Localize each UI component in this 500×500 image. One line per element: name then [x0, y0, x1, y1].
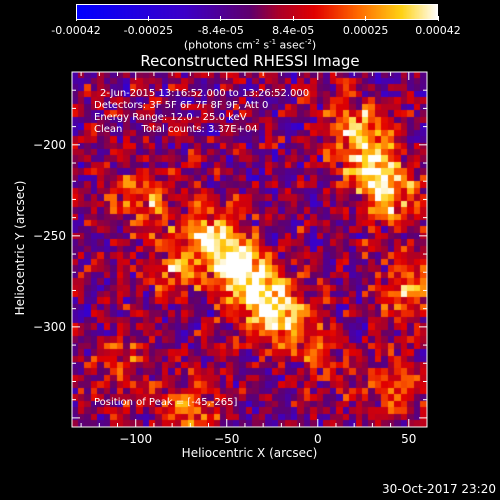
- colorbar-tick-label: -8.4e-05: [197, 24, 244, 37]
- colorbar-tick-label: -0.00025: [123, 24, 174, 37]
- x-tick-label: −50: [214, 432, 239, 446]
- heatmap-image: [72, 72, 427, 427]
- colorbar-tick-mark: [437, 16, 439, 21]
- y-tick-label: −250: [33, 229, 66, 243]
- colorbar-tick-label: 8.4e-05: [272, 24, 315, 37]
- colorbar: [76, 4, 438, 20]
- info-detectors: Detectors: 3F 5F 6F 7F 8F 9F, Att 0: [94, 100, 269, 111]
- colorbar-border: [76, 4, 438, 20]
- colorbar-tick-label: 0.00042: [415, 24, 461, 37]
- x-tick-label: −100: [119, 432, 152, 446]
- colorbar-tick-mark: [75, 16, 77, 21]
- plot-frame: [71, 71, 428, 428]
- colorbar-tick-label: -0.00042: [51, 24, 101, 37]
- colorbar-tick-mark: [147, 16, 149, 21]
- y-tick-label: −300: [33, 320, 66, 334]
- colorbar-tick-mark: [220, 16, 222, 21]
- x-axis-label: Heliocentric X (arcsec): [181, 446, 318, 460]
- x-tick-label: 0: [314, 432, 322, 446]
- peak-position-label: Position of Peak = [-45,-265]: [94, 397, 238, 408]
- y-tick-label: −200: [33, 138, 66, 152]
- y-axis-label: Heliocentric Y (arcsec): [13, 180, 27, 316]
- info-energy-range: Energy Range: 12.0 - 25.0 keV: [94, 112, 247, 123]
- info-clean-counts: Clean Total counts: 3.37E+04: [94, 124, 258, 135]
- colorbar-tick-mark: [365, 16, 367, 21]
- info-block: 2-Jun-2015 13:16:52.000 to 13:26:52.000 …: [94, 88, 309, 136]
- info-time-range: 2-Jun-2015 13:16:52.000 to 13:26:52.000: [100, 88, 310, 99]
- colorbar-tick-label: 0.00025: [342, 24, 389, 37]
- colorbar-tick-mark: [292, 16, 294, 21]
- x-tick-label: 50: [401, 432, 416, 446]
- chart-title: Reconstructed RHESSI Image: [140, 52, 360, 70]
- plot-timestamp: 30-Oct-2017 23:20: [382, 482, 496, 496]
- colorbar-unit-label: (photons cm-2 s-1 asec-2): [183, 38, 317, 52]
